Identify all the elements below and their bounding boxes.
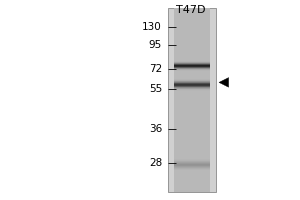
Text: 72: 72 — [149, 64, 162, 74]
Polygon shape — [219, 78, 229, 87]
Bar — [174, 61, 210, 62]
Bar — [174, 63, 210, 64]
Text: 55: 55 — [149, 84, 162, 94]
Text: 130: 130 — [142, 22, 162, 32]
Bar — [174, 81, 210, 82]
Bar — [174, 169, 210, 170]
Bar — [174, 83, 210, 84]
Bar — [174, 168, 210, 169]
Bar — [174, 164, 210, 165]
Text: 28: 28 — [149, 158, 162, 168]
Bar — [174, 161, 210, 162]
Bar — [174, 69, 210, 70]
Bar — [174, 167, 210, 168]
Bar — [174, 70, 210, 71]
Bar — [174, 84, 210, 85]
Bar — [174, 68, 210, 69]
Bar — [174, 85, 210, 86]
Bar — [174, 160, 210, 161]
Bar — [174, 67, 210, 68]
Bar — [174, 62, 210, 63]
Bar — [174, 162, 210, 163]
Bar — [174, 65, 210, 66]
Bar — [174, 159, 210, 160]
Bar — [174, 79, 210, 80]
Text: T47D: T47D — [176, 5, 205, 15]
Bar — [174, 66, 210, 67]
Bar — [174, 163, 210, 164]
Bar — [174, 89, 210, 90]
Bar — [174, 90, 210, 91]
Bar — [174, 88, 210, 89]
Bar — [174, 80, 210, 81]
Bar — [174, 87, 210, 88]
Bar — [174, 86, 210, 87]
Bar — [174, 165, 210, 166]
Bar — [174, 166, 210, 167]
Bar — [174, 8, 210, 192]
Bar — [168, 8, 216, 192]
Text: 36: 36 — [149, 124, 162, 134]
Bar — [174, 64, 210, 65]
Bar — [174, 82, 210, 83]
Text: 95: 95 — [149, 40, 162, 50]
